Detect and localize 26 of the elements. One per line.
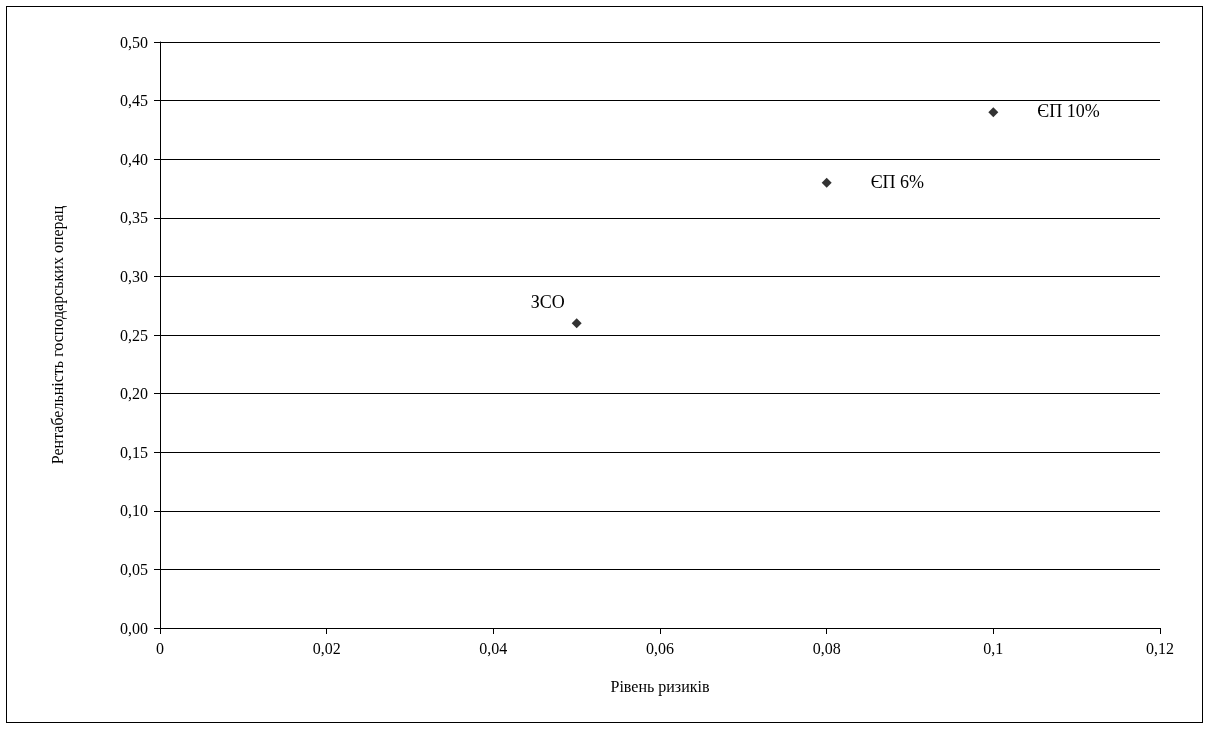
y-tick-label: 0,00 — [120, 619, 148, 637]
y-tick-label: 0,50 — [120, 33, 148, 51]
y-tick-label: 0,15 — [120, 443, 148, 461]
y-tick-label: 0,40 — [120, 150, 148, 168]
y-tick-label: 0,20 — [120, 385, 148, 403]
x-tick-label: 0,1 — [983, 639, 1004, 657]
x-tick-label: 0,04 — [479, 639, 508, 657]
annotation: ЄП 10% — [1037, 101, 1100, 122]
y-tick-label: 0,45 — [120, 92, 148, 110]
x-tick-label: 0,12 — [1146, 639, 1174, 657]
annotation: ЄП 6% — [870, 171, 925, 192]
y-tick-label: 0,30 — [120, 267, 148, 285]
y-tick-label: 0,05 — [120, 560, 148, 578]
annotation: ЗСО — [530, 292, 565, 313]
y-tick-label: 0,25 — [120, 326, 148, 344]
y-axis-title: Рентабельність господарських операц — [48, 205, 67, 465]
y-tick-label: 0,10 — [120, 502, 148, 520]
x-tick-label: 0,08 — [812, 639, 841, 657]
x-tick-label: 0 — [156, 639, 164, 657]
x-tick-label: 0,06 — [646, 639, 674, 657]
x-axis-title: Рівень ризиків — [610, 677, 710, 696]
point — [988, 107, 999, 118]
y-tick-label: 0,35 — [120, 209, 148, 227]
point — [821, 177, 832, 188]
point — [571, 318, 582, 329]
x-tick-label: 0,02 — [312, 639, 341, 657]
